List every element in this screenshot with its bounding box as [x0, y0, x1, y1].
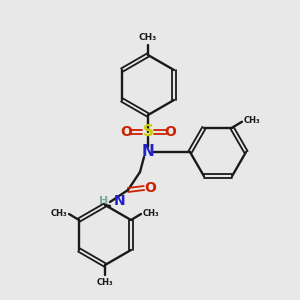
Text: CH₃: CH₃: [50, 209, 67, 218]
Text: O: O: [120, 125, 132, 139]
Text: CH₃: CH₃: [139, 33, 157, 42]
Text: O: O: [164, 125, 176, 139]
Text: CH₃: CH₃: [97, 278, 113, 287]
Text: H: H: [99, 196, 108, 206]
Text: CH₃: CH₃: [244, 116, 261, 125]
Text: N: N: [114, 194, 126, 208]
Text: S: S: [142, 124, 154, 140]
Text: N: N: [142, 145, 154, 160]
Text: O: O: [144, 181, 156, 195]
Text: CH₃: CH₃: [143, 209, 160, 218]
